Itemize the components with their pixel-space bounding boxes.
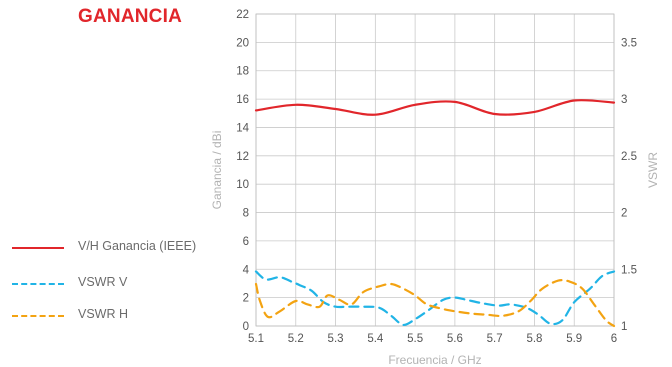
x-tick-label: 5.1 xyxy=(248,333,264,345)
y2-tick-label: 3.5 xyxy=(621,37,637,49)
x-axis-ticks: 5.1 5.2 5.3 5.4 5.5 5.6 5.7 5.8 5.9 6 xyxy=(248,333,617,345)
series-lines xyxy=(254,99,616,328)
x-tick-label: 5.9 xyxy=(566,333,582,345)
legend-label-vswr-v: VSWR V xyxy=(78,275,128,289)
y-tick-label: 20 xyxy=(236,37,249,49)
y-tick-label: 16 xyxy=(236,94,249,106)
plot-frame xyxy=(255,13,615,327)
legend-label-vswr-h: VSWR H xyxy=(78,307,128,321)
y2-tick-label: 2.5 xyxy=(621,151,637,163)
y-axis-right-label: VSWR xyxy=(646,152,660,188)
y-tick-label: 10 xyxy=(236,179,249,191)
y-tick-label: 2 xyxy=(243,293,249,305)
y-tick-label: 14 xyxy=(236,122,249,134)
x-tick-label: 5.6 xyxy=(447,333,463,345)
y-tick-label: 8 xyxy=(243,208,249,220)
y-tick-label: 4 xyxy=(243,264,250,276)
legend-label-gain: V/H Ganancia (IEEE) xyxy=(78,239,197,253)
x-tick-label: 6 xyxy=(611,333,617,345)
y-tick-label: 12 xyxy=(236,151,249,163)
x-tick-label: 5.7 xyxy=(487,333,503,345)
legend-swatch-vswr-h xyxy=(12,315,64,317)
x-tick-label: 5.8 xyxy=(526,333,542,345)
y2-tick-label: 1.5 xyxy=(621,264,637,276)
x-tick-label: 5.3 xyxy=(328,333,344,345)
chart-title: GANANCIA xyxy=(78,6,182,27)
x-tick-label: 5.5 xyxy=(407,333,423,345)
legend-item-vswr-h: VSWR H xyxy=(12,306,212,326)
legend-item-vswr-v: VSWR V xyxy=(12,274,212,294)
y2-tick-label: 3 xyxy=(621,94,627,106)
y-tick-label: 6 xyxy=(243,236,249,248)
legend-item-gain: V/H Ganancia (IEEE) xyxy=(12,238,212,258)
y-axis-left-label: Ganancia / dBi xyxy=(210,131,224,210)
series-line-gain xyxy=(254,99,616,116)
legend-swatch-gain xyxy=(12,247,64,249)
legend-swatch-vswr-v xyxy=(12,283,64,285)
series-line-vswr-h xyxy=(254,279,616,328)
y2-tick-label: 2 xyxy=(621,208,627,220)
series-line-vswr-v xyxy=(254,270,616,327)
x-tick-label: 5.4 xyxy=(367,333,384,345)
y-tick-label: 22 xyxy=(236,9,249,21)
y-tick-label: 18 xyxy=(236,66,249,78)
y-axis-right-ticks: 1 1.5 2 2.5 3 3.5 xyxy=(621,37,637,333)
y2-tick-label: 1 xyxy=(621,321,627,333)
y-tick-label: 0 xyxy=(243,321,249,333)
grid xyxy=(255,13,615,327)
x-axis-label: Frecuencia / GHz xyxy=(388,353,481,367)
x-tick-label: 5.2 xyxy=(288,333,304,345)
y-axis-left-ticks: 0 2 4 6 8 10 12 14 16 18 20 22 xyxy=(236,9,249,333)
